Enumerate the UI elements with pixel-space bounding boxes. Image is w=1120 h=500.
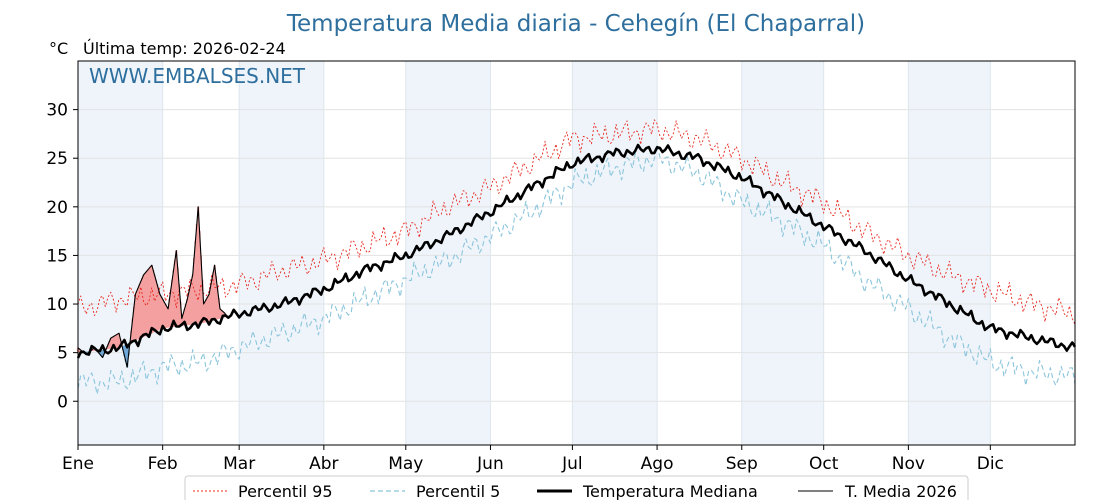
x-tick-label: Mar	[223, 454, 255, 474]
month-shade-may	[405, 61, 491, 445]
x-tick-label: Abr	[309, 454, 338, 474]
x-tick-label: Sep	[726, 454, 758, 474]
x-axis-ticks: Ene Feb Mar Abr May Jun Jul Ago Sep Oct Nov Dic	[62, 445, 1004, 474]
month-shade-mar	[239, 61, 324, 445]
y-tick-label: 30	[46, 101, 68, 121]
month-shade-jul	[572, 61, 658, 445]
x-tick-label: Jun	[476, 454, 504, 474]
y-axis-ticks: 0 5 10 15 20 25 30	[46, 101, 78, 412]
legend-box	[184, 475, 969, 500]
month-shade-nov	[908, 61, 991, 445]
watermark: WWW.EMBALSES.NET	[89, 64, 306, 88]
series-t-media-2026	[77, 206, 226, 368]
y-tick-label: 10	[46, 295, 68, 315]
legend-label-p95: Percentil 95	[238, 482, 333, 500]
legend-label-median: Temperatura Mediana	[582, 482, 758, 500]
y-tick-label: 5	[57, 344, 68, 364]
x-tick-label: Dic	[977, 454, 1004, 474]
y-tick-label: 20	[46, 198, 68, 218]
y-tick-label: 25	[46, 149, 68, 169]
x-tick-label: May	[388, 454, 423, 474]
series-percentil-95	[77, 119, 1076, 325]
chart-title: Temperatura Media diaria - Cehegín (El C…	[286, 11, 865, 37]
x-tick-label: Nov	[892, 454, 925, 474]
x-tick-label: Jul	[561, 454, 583, 474]
y-unit-label: °C	[49, 39, 68, 58]
series-temperatura-mediana	[76, 143, 1077, 359]
month-shade-ene	[78, 61, 163, 445]
x-tick-label: Feb	[148, 454, 178, 474]
x-tick-label: Ago	[641, 454, 674, 474]
month-shade-sep	[741, 61, 824, 445]
legend-label-p5: Percentil 5	[416, 482, 500, 500]
legend: Percentil 95 Percentil 5 Temperatura Med…	[184, 475, 969, 500]
series-lines	[76, 119, 1077, 395]
y-tick-label: 15	[46, 246, 68, 266]
last-temp-label: Última temp: 2026-02-24	[83, 39, 286, 58]
x-tick-label: Oct	[809, 454, 839, 474]
y-tick-label: 0	[57, 392, 68, 412]
month-shading	[78, 61, 991, 445]
legend-label-2026: T. Media 2026	[844, 482, 957, 500]
x-tick-label: Ene	[62, 454, 94, 474]
plot-frame	[77, 60, 1076, 446]
